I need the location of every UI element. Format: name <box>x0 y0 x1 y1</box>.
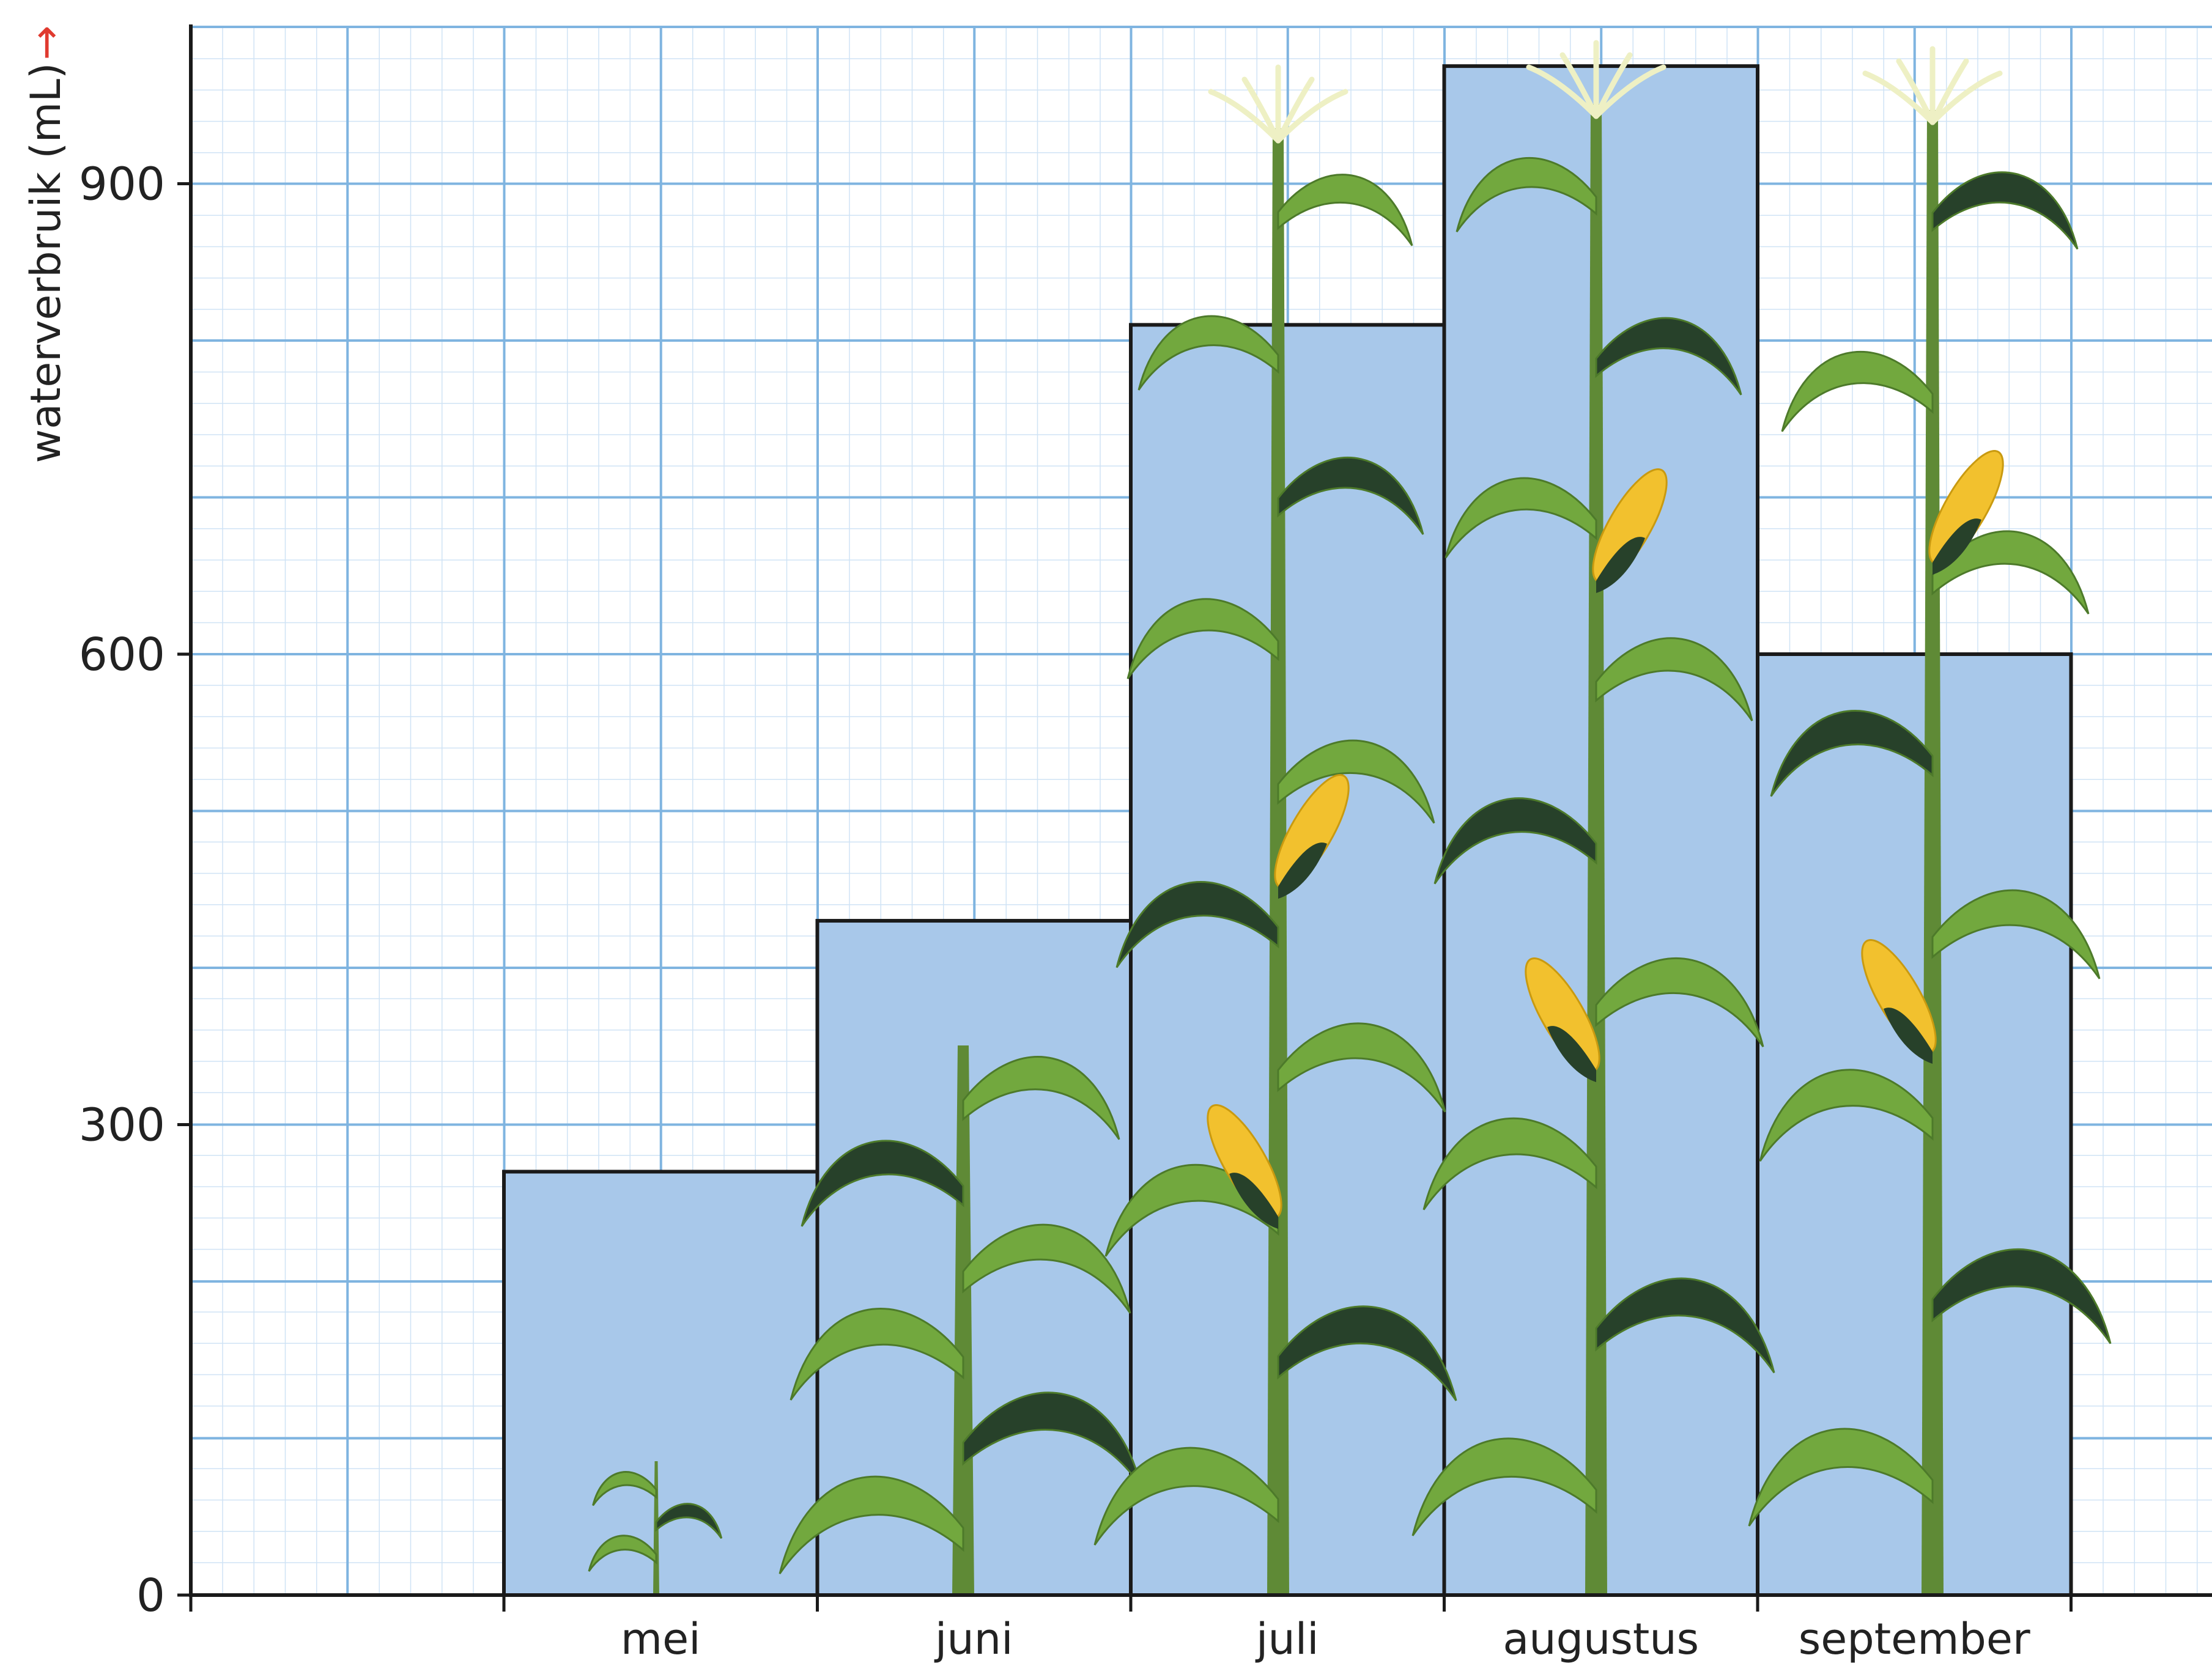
y-tick-label: 300 <box>79 1099 165 1152</box>
x-tick-label-september: september <box>1799 1614 2030 1664</box>
y-axis-arrow-group: → <box>22 26 70 61</box>
leaf-icon <box>592 1471 657 1506</box>
leaf-icon <box>1595 317 1742 396</box>
leaf-icon <box>1411 1437 1597 1536</box>
leaf-icon <box>801 1140 964 1227</box>
y-axis-arrow-icon: → <box>22 26 70 61</box>
stem-icon <box>1922 110 1944 1595</box>
leaf-icon <box>1931 889 2101 979</box>
tassel-icon <box>1208 89 1281 144</box>
leaf-icon <box>779 1475 964 1574</box>
leaf-icon <box>790 1308 964 1401</box>
maize-plant-icon-juli <box>1093 64 1457 1595</box>
leaf-icon <box>655 1503 723 1539</box>
leaf-icon <box>1093 1447 1279 1546</box>
leaf-icon <box>1277 1022 1446 1113</box>
leaf-icon <box>588 1535 657 1572</box>
husk-icon <box>1278 842 1327 899</box>
leaf-icon <box>1115 881 1279 968</box>
leaf-icon <box>1595 637 1753 721</box>
x-tick-label-augustus: augustus <box>1503 1614 1699 1664</box>
leaf-icon <box>1595 957 1764 1047</box>
leaf-icon <box>1748 1428 1934 1527</box>
leaf-icon <box>1277 457 1424 535</box>
tassel-icon <box>1896 58 1936 125</box>
tassel-icon <box>1593 64 1666 119</box>
y-axis-title: waterverbruik (mL) <box>22 62 70 463</box>
maize-plant-icon-augustus <box>1411 40 1775 1595</box>
y-tick-label: 900 <box>79 158 165 211</box>
husk-icon <box>1229 1173 1278 1229</box>
tassel-icon <box>1275 89 1348 144</box>
tassel-icon <box>1526 64 1599 119</box>
y-tick-label: 600 <box>79 628 165 681</box>
tassel-icon <box>1862 70 1936 125</box>
tassel-icon <box>1559 52 1599 119</box>
y-ticks: 0 300 600 900 <box>79 158 191 1622</box>
leaf-icon <box>1456 157 1597 233</box>
leaf-icon <box>1277 739 1435 824</box>
leaf-icon <box>962 1223 1131 1314</box>
y-tick-label: 0 <box>136 1569 165 1622</box>
leaf-icon <box>1277 1305 1457 1401</box>
tassel-icon <box>1929 70 2003 125</box>
maize-plant-icon-juni <box>779 1045 1142 1595</box>
leaf-icon <box>1931 530 2090 614</box>
husk-icon <box>1547 1026 1596 1082</box>
x-tick-label-mei: mei <box>621 1614 701 1664</box>
maize-plant-icon-september <box>1748 46 2112 1595</box>
maize-plant-icon-mei <box>588 1461 723 1595</box>
husk-icon <box>1596 537 1645 593</box>
leaf-icon <box>1137 315 1279 391</box>
x-tick-label-juli: juli <box>1255 1614 1319 1664</box>
tassel-icon <box>1241 76 1281 144</box>
axes <box>189 24 2212 1597</box>
husk-icon <box>1884 1008 1933 1064</box>
leaf-icon <box>1931 171 2079 250</box>
leaf-icon <box>1444 477 1597 559</box>
leaf-icon <box>1422 1117 1597 1211</box>
tassel-icon <box>1593 52 1633 119</box>
y-axis-title-group: waterverbruik (mL) <box>22 62 70 463</box>
tassel-icon <box>1929 58 1969 125</box>
tassel-icon <box>1275 76 1315 144</box>
x-ticks: mei juni juli augustus september <box>189 1595 2073 1664</box>
leaf-icon <box>1759 1069 1934 1162</box>
leaf-icon <box>1277 174 1413 246</box>
leaf-icon <box>1433 797 1597 885</box>
bar-mei <box>502 1170 819 1597</box>
leaf-icon <box>1770 710 1934 797</box>
leaf-icon <box>1931 1248 2112 1344</box>
leaf-icon <box>962 1056 1120 1140</box>
husk-icon <box>1933 518 1981 575</box>
x-tick-label-juni: juni <box>934 1614 1013 1664</box>
leaf-icon <box>1781 350 1934 432</box>
leaf-icon <box>1104 1163 1279 1257</box>
plant-illustrations <box>588 40 2112 1595</box>
leaf-icon <box>1126 598 1279 679</box>
leaf-icon <box>1595 1277 1775 1374</box>
